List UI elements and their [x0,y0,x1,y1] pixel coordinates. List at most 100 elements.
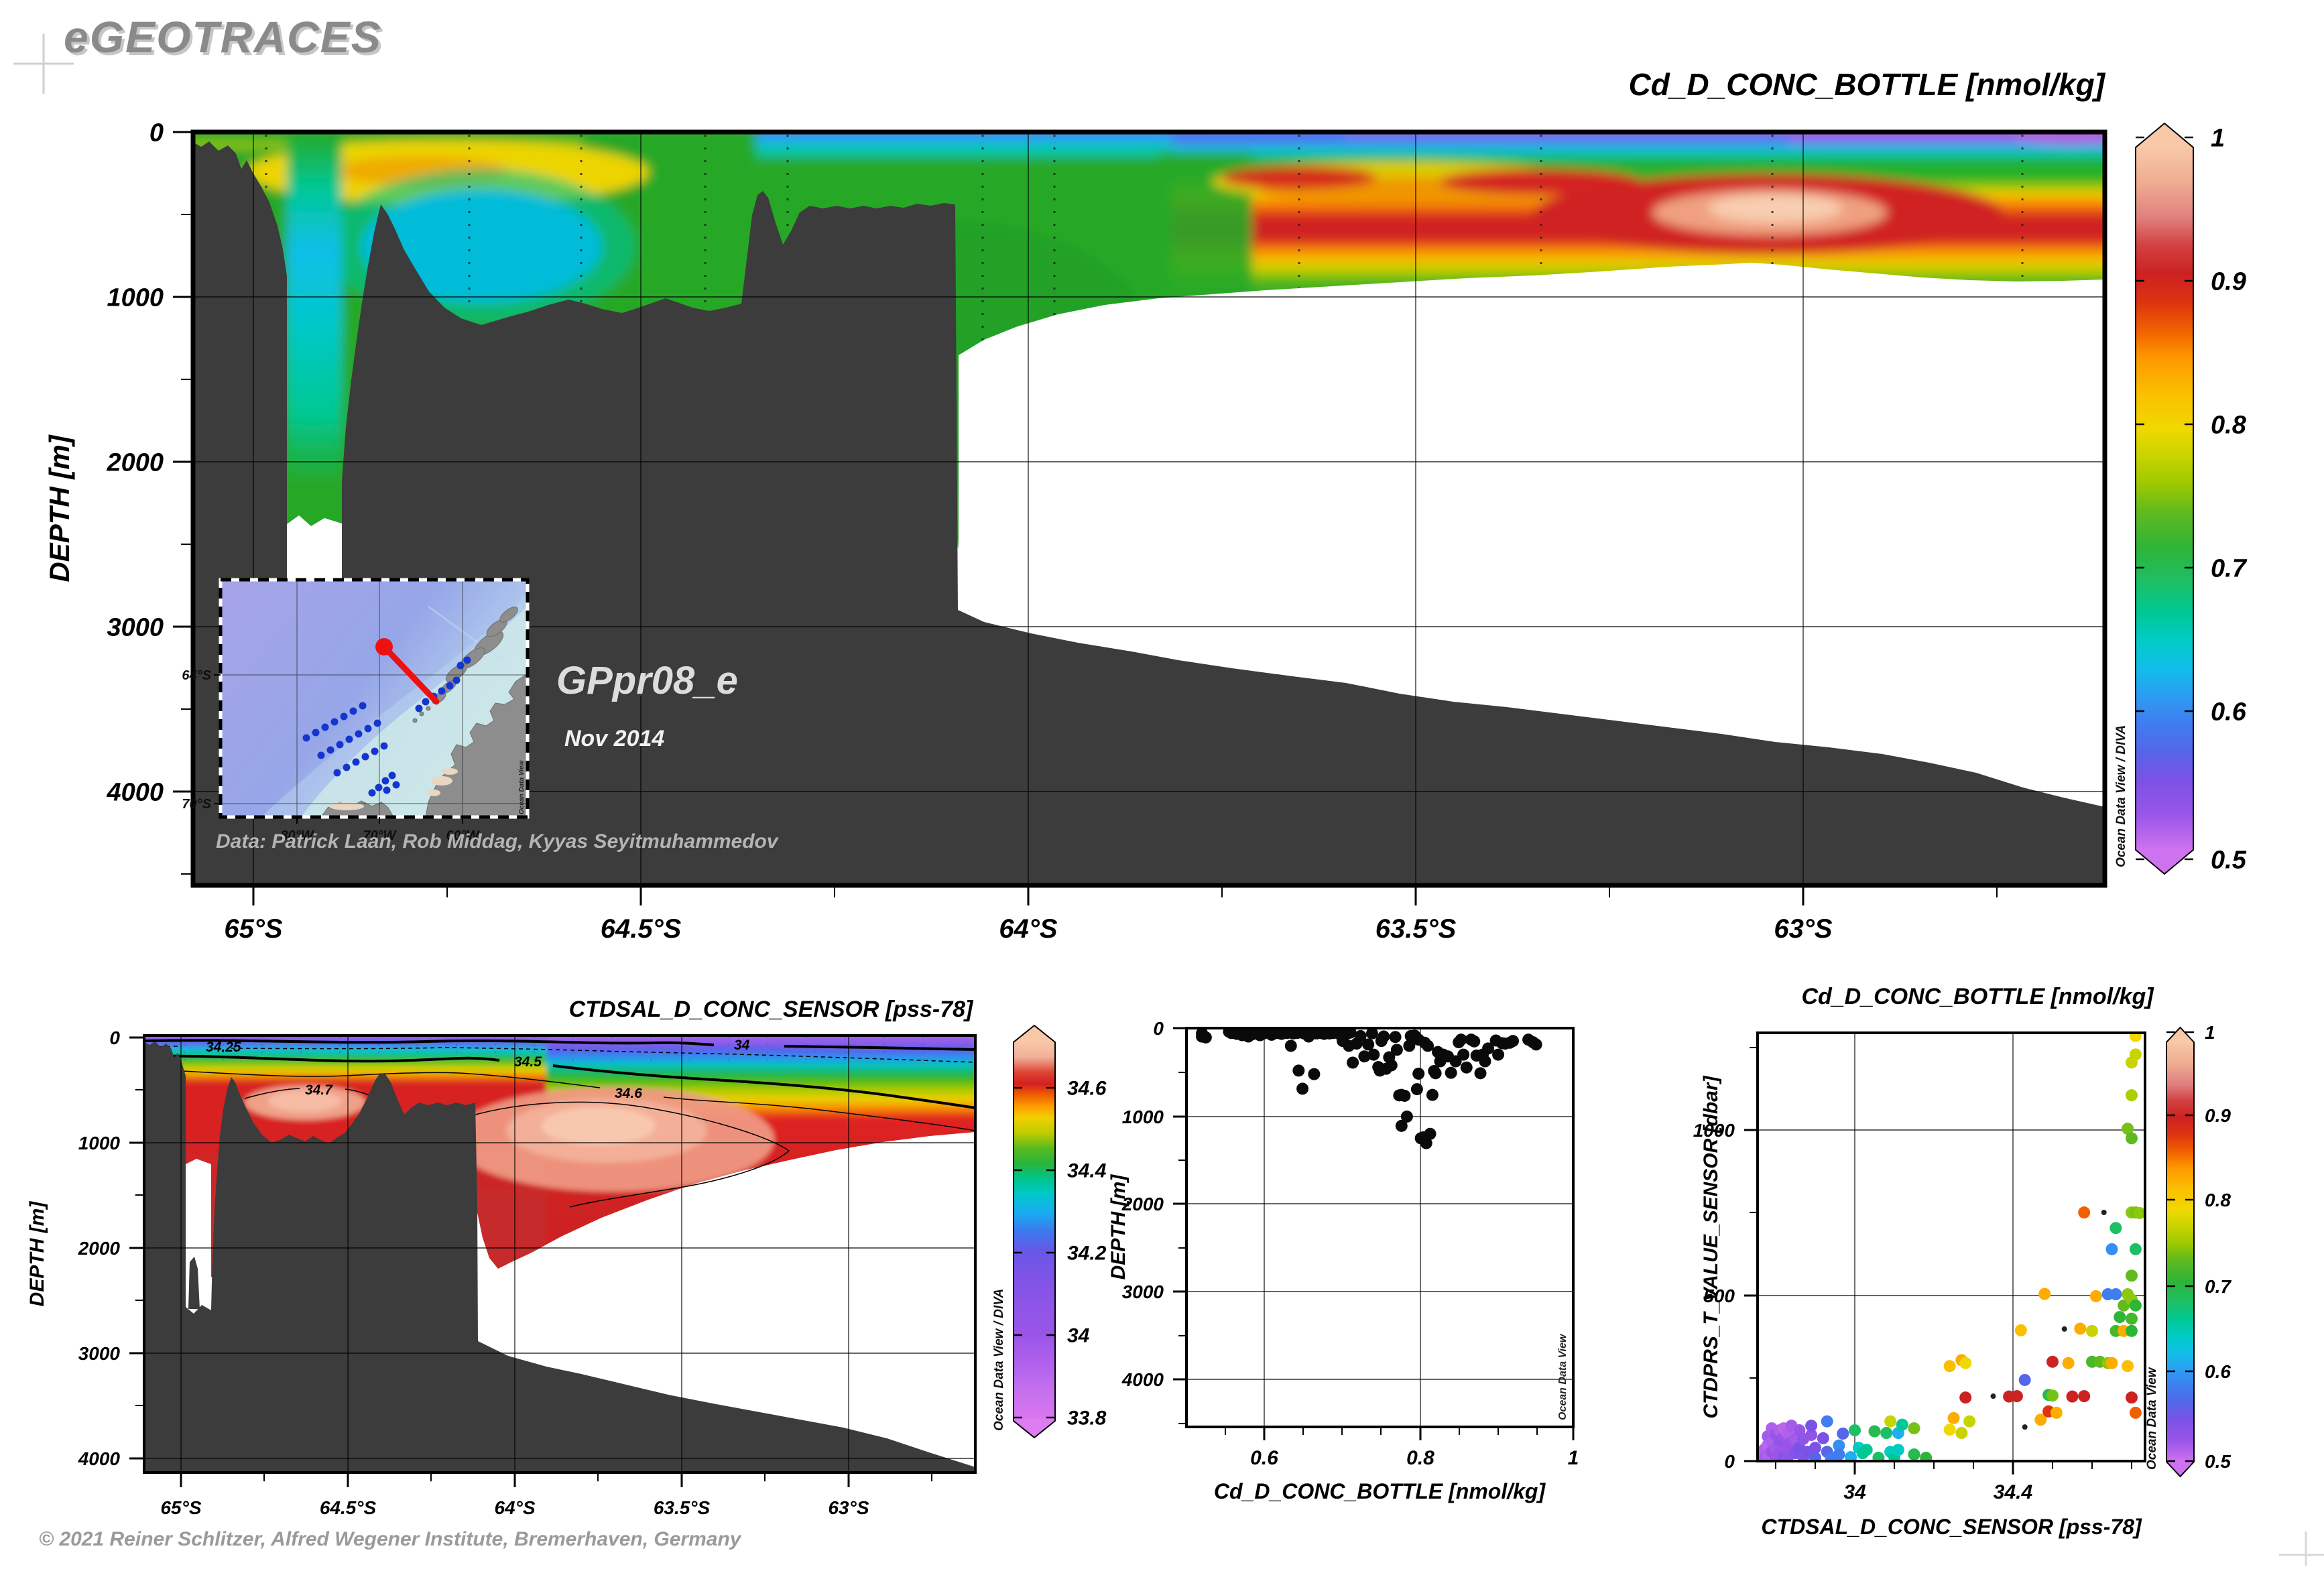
colorbar-label: 0.8 [2205,1190,2231,1210]
axes: 34 34.4 0 500 1000 [1693,1033,2145,1503]
tick-label-y: 0 [149,119,164,147]
colorbar-label: 34.4 [1067,1160,1107,1182]
scatter-points [1196,1028,1542,1149]
colorbar-bar [2135,122,2194,875]
map-station-dot [330,718,339,726]
data-point [2086,1324,2098,1337]
bathymetry [144,1042,975,1472]
data-point [1833,1448,1845,1461]
tick-label-y: 3000 [107,613,164,641]
tick-label-x: 64.5°S [601,914,682,944]
data-point [1420,1137,1432,1149]
map-station-dot [361,753,369,761]
map-lat-label: 70°S [182,797,211,812]
map-axis-labels: 64°S 70°S 80°W 70°W 60°W [182,668,480,843]
contour-label: 34.25 [206,1040,241,1055]
station-cast-lines [184,1037,924,1066]
map-station-dot [321,723,329,731]
data-point [2129,1033,2142,1042]
data-point [1530,1038,1542,1051]
colorbar-label: 33.8 [1067,1407,1107,1430]
data-point [2078,1390,2091,1403]
colorbar-label: 0.6 [2211,698,2247,726]
data-point [2046,1355,2059,1368]
depth-axis-label: DEPTH [m] [44,434,75,582]
colorbar-cd: 1 0.9 0.8 0.7 0.6 0.5 Ocean Data View / DIVA [2114,122,2248,875]
data-point [1506,1035,1519,1048]
data-point [2129,1406,2142,1419]
depth-axis-label: DEPTH [m] [1107,1174,1129,1280]
tick-label-x: 0.6 [1250,1447,1278,1469]
data-point [2126,1312,2138,1325]
data-point [2078,1206,2091,1219]
data-point [1412,1067,1425,1080]
map-station-dot [326,746,334,754]
data-point [1990,1393,1996,1399]
depth-axis-label: DEPTH [m] [26,1201,48,1307]
data-point [1367,1048,1380,1061]
colorbar-label: 0.9 [2211,267,2246,296]
copyright-footer: © 2021 Reiner Schlitzer, Alfred Wegener … [39,1528,742,1550]
data-point [1920,1452,1933,1461]
data-point [1455,1033,1467,1046]
data-point [2101,1210,2107,1216]
tick-label-y: 2000 [1121,1194,1164,1214]
map-station-dot [364,725,372,733]
data-point [2038,1288,2051,1300]
data-point [2066,1390,2079,1403]
plot-frame [190,129,2107,888]
data-point [1880,1427,1893,1440]
plot-frame [1185,1027,1575,1428]
data-point [2074,1322,2087,1335]
data-point [1292,1064,1305,1077]
cruise-name-shadow: GPpr08_e [558,661,740,704]
tick-label-y: 1000 [78,1133,121,1153]
contour-label: 34.6 [615,1086,642,1101]
tick-label-y: 0 [1153,1018,1164,1039]
map-station-dot [355,730,363,738]
colorbar-label: 0.5 [2205,1451,2231,1472]
map-gridlines [221,580,528,817]
data-point [1296,1082,1309,1095]
map-frame-dashed [219,578,530,819]
data-point [2105,1357,2118,1369]
cd-depth-scatter-plot: DEPTH [m] Cd_D_CONC_BOTTLE [nmol/kg] 0.6… [1107,1018,1579,1503]
plot-background [1758,1033,2145,1461]
colorbar-label: 34 [1067,1325,1090,1347]
tick-label-y: 4000 [78,1448,121,1469]
tick-label-y: 2000 [106,448,164,477]
contour-label: 34.7 [305,1082,333,1098]
tick-label-y: 3000 [1122,1281,1164,1302]
cd-salinity-pressure-scatter-plot: Cd_D_CONC_BOTTLE [nmol/kg] CTDPRS_T_VALU… [1693,984,2155,1539]
map-station-dot [359,702,367,710]
tick-label-x: 63°S [1774,914,1832,944]
map-station-dot [375,783,383,792]
data-point [1378,1030,1390,1043]
data-point [1410,1083,1423,1096]
colorbar-salinity: 34.6 34.4 34.2 34 33.8 Ocean Data View / DIVA [992,1024,1107,1439]
data-point [2034,1414,2047,1426]
tick-label-y: 1000 [1122,1107,1164,1127]
data-point [2126,1391,2138,1404]
map-lat-label: 64°S [182,668,211,683]
ts-title: Cd_D_CONC_BOTTLE [nmol/kg] [1801,984,2154,1009]
cd-section-plot: Cd_D_CONC_BOTTLE [nmol/kg] DEPTH [m] [44,67,2107,944]
data-point [1479,1055,1491,1068]
salinity-axis-label: CTDSAL_D_CONC_SENSOR [pss-78] [1761,1515,2142,1539]
data-point [1943,1360,1956,1373]
map-station-dots [302,656,471,797]
salinity-section-plot: CTDSAL_D_CONC_SENSOR [pss-78] DEPTH [m] [26,997,977,1518]
data-point [2129,1048,2142,1061]
data-point [1805,1428,1818,1441]
data-point [1199,1031,1212,1044]
data-point [2061,1326,2067,1332]
data-point [1457,1048,1470,1061]
data-point [1400,1111,1413,1123]
station-cast-lines [265,135,2024,574]
map-lon-label: 70°W [363,828,397,843]
data-point [2014,1324,2027,1336]
registration-cross [2279,1531,2324,1566]
map-station-dot [373,719,381,727]
map-station-dot [368,789,376,797]
tick-label-y: 4000 [106,778,164,806]
